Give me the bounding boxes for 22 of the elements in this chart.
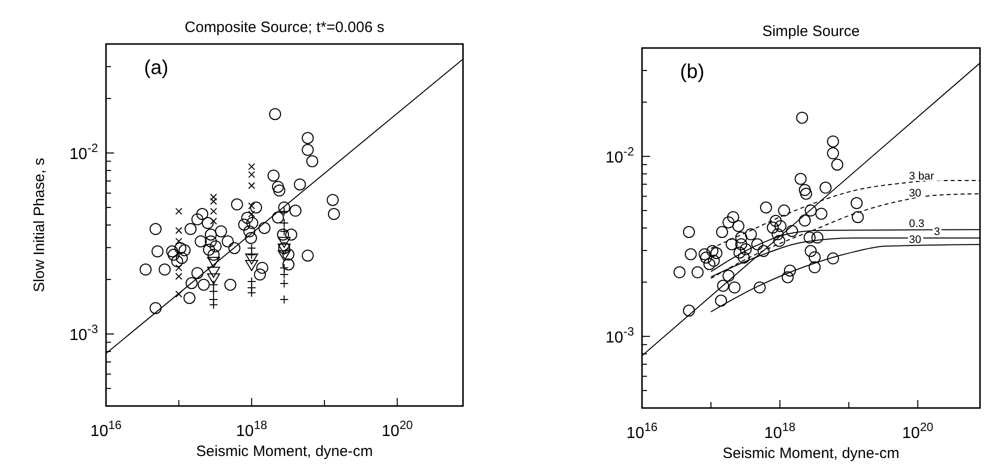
- x-tick-label: 10$^{18}$: [236, 418, 268, 440]
- x-tick-label: 10$^{16}$: [90, 418, 122, 440]
- x-axis-title: Seismic Moment, dyne-cm: [196, 443, 373, 460]
- series-label: 30: [909, 234, 922, 246]
- annotation: (b): [680, 61, 704, 83]
- y-axis-title: Slow Initial Phase, s: [31, 158, 48, 292]
- x-tick-label: 10$^{16}$: [626, 420, 658, 442]
- x-tick-label: 10$^{20}$: [382, 418, 414, 440]
- chart-title: Simple Source: [762, 23, 860, 40]
- x-tick-label: 10$^{18}$: [764, 420, 796, 442]
- chart-title: Composite Source; t*=0.006 s: [184, 19, 384, 36]
- series-label: 0.3: [909, 218, 924, 230]
- x-axis-title: Seismic Moment, dyne-cm: [722, 445, 900, 462]
- annotation: (a): [144, 57, 168, 79]
- y-tick-label: 10$^{-3}$: [70, 322, 98, 344]
- x-tick-label: 10$^{20}$: [902, 420, 934, 442]
- series-label: 3: [934, 226, 940, 238]
- series-label: 30: [909, 187, 922, 200]
- series-label: 3 bar: [909, 170, 934, 183]
- y-tick-label: 10$^{-3}$: [606, 324, 634, 346]
- y-tick-label: 10$^{-2}$: [606, 144, 634, 166]
- y-tick-label: 10$^{-2}$: [70, 140, 98, 163]
